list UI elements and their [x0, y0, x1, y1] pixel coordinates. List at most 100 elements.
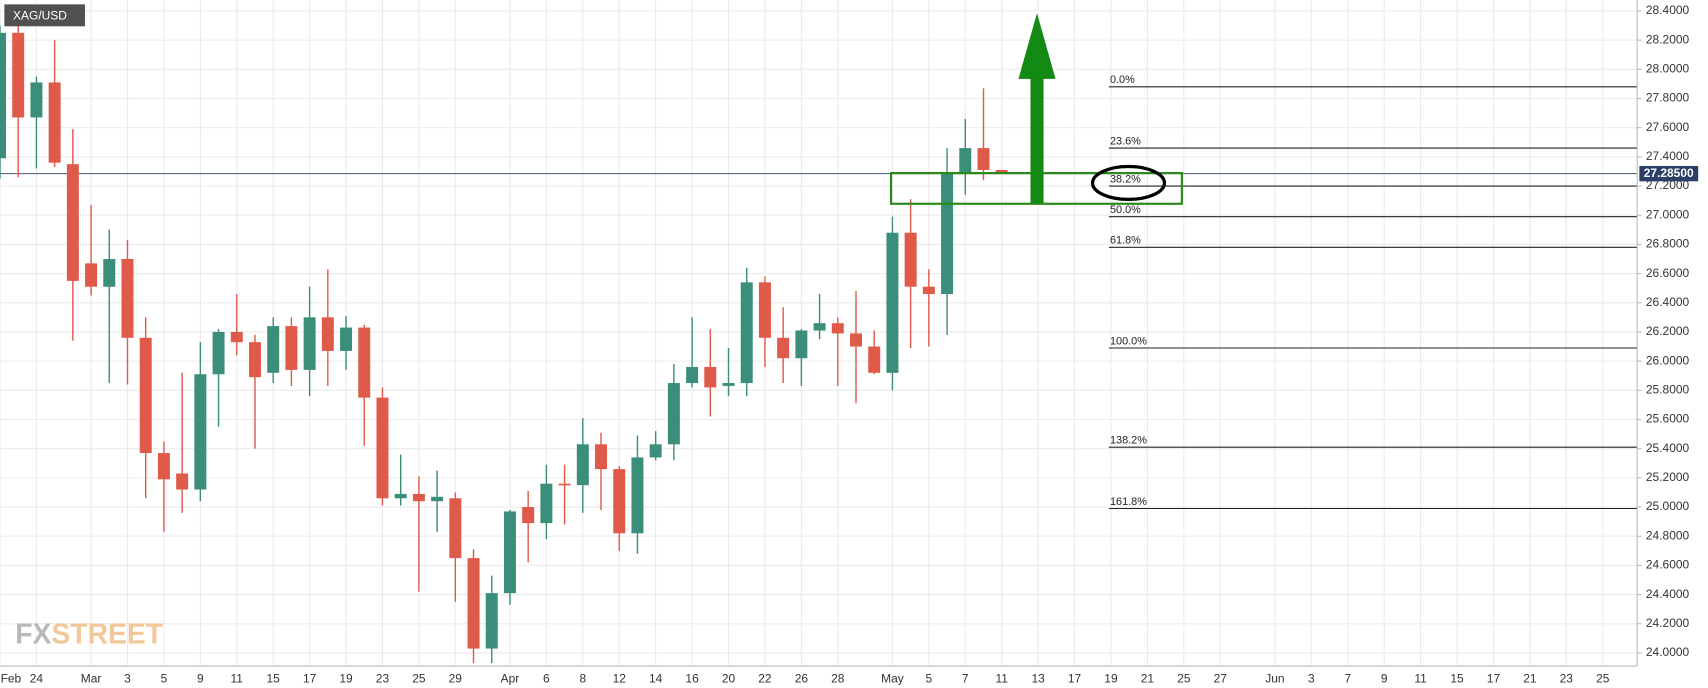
x-tick-label: 15 [1450, 671, 1464, 685]
y-tick-label: 28.0000 [1646, 61, 1690, 75]
candle-body [394, 493, 407, 499]
candle-body [850, 333, 862, 347]
x-tick-label: 29 [449, 671, 463, 685]
x-tick-label: 11 [231, 671, 244, 685]
y-tick-label: 24.4000 [1646, 587, 1690, 601]
candle-body [868, 346, 881, 373]
candle-body [558, 483, 571, 486]
candle-body [795, 330, 808, 359]
x-tick-label: 17 [1487, 671, 1501, 685]
x-tick-label: 22 [758, 671, 772, 685]
candle-body [649, 444, 662, 458]
fib-label: 138.2% [1110, 435, 1147, 447]
candle-body [886, 232, 899, 373]
candle-body [667, 383, 680, 445]
fib-label: 100.0% [1110, 335, 1147, 347]
y-tick-label: 26.2000 [1646, 324, 1690, 338]
candle-body [358, 327, 371, 398]
x-tick-label: 17 [1068, 671, 1082, 685]
candle-body [321, 317, 334, 351]
last-price-box [1639, 165, 1699, 182]
candle-body [267, 326, 280, 373]
candle-body [995, 169, 1008, 173]
last-price-label: 27.28500 [1644, 166, 1694, 180]
candle-body [449, 498, 462, 559]
fib-layer: 0.0% 23.6% 38.2% 50.0% 61.8% 100.0% 138.2% 161.… [0, 74, 1638, 510]
candle-body [248, 342, 261, 378]
x-tick-label: 23 [1560, 671, 1574, 685]
candle-body [230, 331, 243, 343]
candle-body [777, 337, 790, 359]
y-tick-label: 26.6000 [1646, 266, 1690, 280]
candle-body [103, 258, 116, 287]
x-tick-label: 7 [1344, 671, 1351, 685]
candle-body [522, 507, 535, 524]
x-tick-label: 21 [1141, 671, 1155, 685]
candle-body [176, 473, 189, 490]
candle-body [740, 282, 753, 384]
fib-label: 38.2% [1110, 173, 1141, 185]
x-tick-label: 21 [1523, 671, 1537, 685]
y-tick-label: 24.6000 [1646, 558, 1690, 572]
candle-layer [0, 21, 1008, 664]
candle-body [412, 493, 425, 502]
symbol-box [4, 4, 85, 27]
watermark-street: STREET [51, 618, 163, 650]
candle-body [431, 496, 444, 502]
fib-label: 0.0% [1110, 74, 1135, 86]
x-tick-label: 25 [1177, 671, 1191, 685]
candle-body [922, 286, 935, 295]
watermark: FXSTREET [15, 618, 164, 650]
x-tick-label: 16 [685, 671, 699, 685]
candle-body [758, 282, 771, 338]
candle-body [376, 397, 389, 499]
candle-body [977, 148, 990, 170]
candle-body [941, 172, 954, 295]
x-tick-label: 13 [1031, 671, 1045, 685]
x-tick-label: 11 [1414, 671, 1427, 685]
x-tick-label: 25 [412, 671, 426, 685]
candle-body [485, 593, 498, 649]
x-tick-label: 19 [339, 671, 353, 685]
x-tick-label: 3 [1308, 671, 1315, 685]
candle-body [631, 457, 644, 534]
highlight-ellipse [1090, 164, 1167, 202]
candle-body [959, 148, 972, 173]
y-tick-label: 24.8000 [1646, 528, 1690, 542]
x-tick-label: 9 [197, 671, 204, 685]
x-tick-label: 23 [376, 671, 390, 685]
x-tick-label: Apr [501, 671, 520, 685]
x-tick-label: 27 [1214, 671, 1228, 685]
x-tick-label: Mar [81, 671, 102, 685]
fib-label: 161.8% [1110, 496, 1147, 508]
candle-body [30, 82, 43, 118]
y-tick-label: 25.2000 [1646, 470, 1690, 484]
symbol: XAG/USD [13, 9, 67, 23]
x-tick-label: Jun [1265, 671, 1284, 685]
y-tick-label: 27.4000 [1646, 149, 1690, 163]
candle-body [12, 32, 25, 118]
candle-body [340, 327, 353, 351]
candle-body [813, 323, 826, 331]
candle-body [722, 383, 735, 386]
candle-body [194, 374, 207, 490]
candle-body [121, 258, 134, 338]
candle-body [212, 331, 225, 375]
x-tick-label: Feb [1, 671, 22, 685]
candle-body [613, 469, 626, 534]
fib-label: 61.8% [1110, 235, 1141, 247]
y-tick-label: 24.0000 [1646, 645, 1690, 659]
x-tick-label: May [881, 671, 904, 685]
candle-body [595, 444, 608, 470]
y-tick-label: 24.2000 [1646, 616, 1690, 630]
candle-body [904, 232, 917, 287]
candle-body [157, 453, 170, 480]
candle-body [66, 164, 79, 281]
arrow-head [1018, 13, 1056, 79]
y-tick-label: 27.0000 [1646, 207, 1690, 221]
x-tick-label: 19 [1104, 671, 1118, 685]
candle-body [576, 444, 589, 486]
y-tick-label: 28.4000 [1646, 3, 1690, 17]
